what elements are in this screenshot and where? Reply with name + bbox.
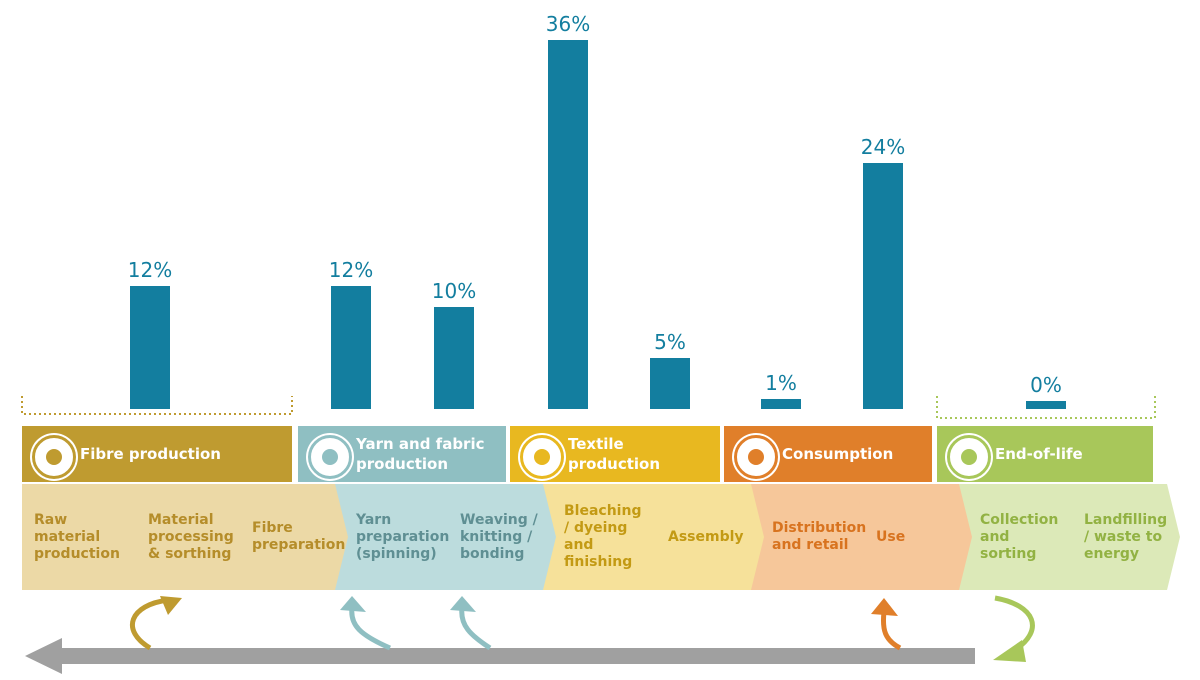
process-step: Collection and sorting bbox=[958, 484, 1076, 590]
stage-header: End-of-life bbox=[937, 426, 1153, 482]
arrow-head bbox=[871, 598, 898, 616]
icon-glyph bbox=[322, 449, 338, 465]
process-step: Bleaching / dyeing and finishing bbox=[542, 484, 660, 590]
process-step: Yarn preparation (spinning) bbox=[334, 484, 452, 590]
icon-glyph bbox=[46, 449, 62, 465]
icon-glyph bbox=[748, 449, 764, 465]
loop-arrow bbox=[994, 595, 1035, 653]
process-step: Fibre preparation bbox=[230, 484, 348, 590]
bar-value-label: 10% bbox=[431, 278, 477, 303]
stage-title: Fibre production bbox=[80, 445, 221, 463]
icon-glyph bbox=[961, 449, 977, 465]
bar-value-label: 12% bbox=[127, 258, 173, 282]
stage-header: Consumption bbox=[724, 426, 932, 482]
bar-value-label: 12% bbox=[328, 258, 374, 282]
bar bbox=[548, 40, 588, 409]
bar bbox=[863, 163, 903, 409]
bar bbox=[761, 398, 801, 409]
process-step: Raw material production bbox=[22, 484, 140, 590]
arrow-head bbox=[450, 596, 476, 612]
process-step: Distribution and retail bbox=[750, 484, 868, 590]
stage-header: Fibre production bbox=[22, 426, 292, 482]
bar bbox=[434, 306, 474, 409]
process-step: Assembly bbox=[646, 484, 764, 590]
icon-glyph bbox=[534, 449, 550, 465]
return-arrow bbox=[25, 638, 975, 674]
stage-title: Yarn and fabric production bbox=[356, 435, 485, 473]
stage-header: Textile production bbox=[510, 426, 720, 482]
bar bbox=[650, 357, 690, 409]
process-step: Material processing & sorthing bbox=[126, 484, 244, 590]
bracket bbox=[936, 396, 1156, 419]
bar-value-label: 0% bbox=[1030, 373, 1062, 397]
stage-icon bbox=[32, 435, 76, 479]
bracket bbox=[21, 396, 293, 415]
process-step: Use bbox=[854, 484, 972, 590]
bar bbox=[130, 286, 170, 409]
stage-icon bbox=[520, 435, 564, 479]
stage-title: Consumption bbox=[782, 445, 894, 463]
stage-icon bbox=[308, 435, 352, 479]
loop-arrow bbox=[130, 597, 169, 651]
bar-value-label: 1% bbox=[765, 370, 797, 395]
process-step: Weaving / knitting / bonding bbox=[438, 484, 556, 590]
loop-arrow bbox=[459, 607, 492, 651]
loop-arrow bbox=[880, 611, 902, 651]
arrow-head bbox=[160, 596, 182, 615]
bar bbox=[331, 286, 371, 409]
bar-value-label: 5% bbox=[654, 329, 686, 354]
loop-arrow bbox=[349, 607, 391, 651]
stage-title: Textile production bbox=[568, 435, 661, 473]
process-step: Landfilling / waste to energy bbox=[1062, 484, 1180, 590]
stage-title: End-of-life bbox=[995, 445, 1083, 463]
bar-value-label: 36% bbox=[545, 12, 591, 36]
arrow-head bbox=[340, 596, 366, 612]
stage-header: Yarn and fabric production bbox=[298, 426, 506, 482]
stage-icon bbox=[734, 435, 778, 479]
bar bbox=[1026, 401, 1066, 409]
stage-icon bbox=[947, 435, 991, 479]
arrow-head bbox=[993, 640, 1026, 662]
bar-value-label: 24% bbox=[860, 135, 906, 159]
